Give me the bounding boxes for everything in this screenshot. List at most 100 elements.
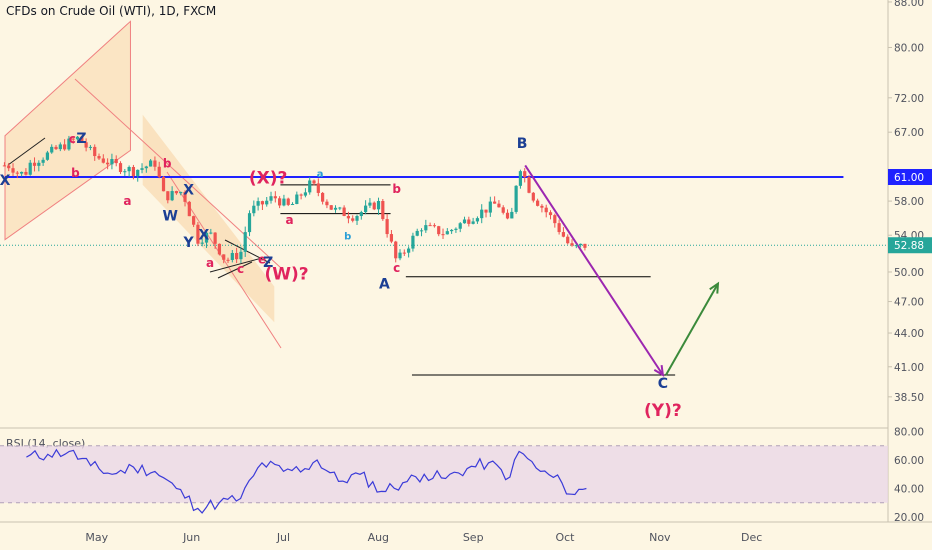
candle	[437, 225, 441, 237]
candle	[11, 163, 15, 177]
candle	[136, 169, 140, 182]
price-tick: 47.00	[894, 297, 924, 309]
candle	[402, 249, 406, 256]
candle	[505, 209, 510, 220]
purple-arrowhead	[653, 364, 665, 377]
candle	[118, 161, 123, 175]
upper-channel	[4, 20, 131, 241]
candle	[488, 196, 492, 217]
candle	[110, 153, 114, 170]
candle	[407, 246, 411, 258]
candle	[140, 163, 144, 174]
candle	[316, 178, 320, 197]
wave-label: b	[71, 166, 80, 180]
candle	[398, 249, 402, 261]
trendline-purple-projection	[524, 164, 664, 376]
candle	[570, 239, 574, 247]
wave-label: W	[163, 208, 178, 224]
candle	[303, 188, 308, 198]
candle	[321, 191, 325, 205]
candle	[462, 216, 467, 224]
wave-label: (Y)?	[644, 401, 682, 421]
candle	[329, 205, 333, 211]
candle	[523, 168, 527, 183]
rsi-tick: 40.00	[894, 484, 924, 496]
candle	[415, 228, 419, 237]
candle	[153, 156, 157, 171]
candle	[106, 158, 110, 170]
candle	[269, 191, 273, 204]
wave-label: A	[379, 277, 390, 293]
candle	[58, 142, 62, 152]
candle	[144, 165, 148, 173]
candle	[54, 144, 58, 150]
green-arrowhead	[709, 281, 720, 294]
candle	[376, 197, 381, 215]
candle	[351, 215, 355, 223]
candle	[174, 190, 179, 195]
wave-label: C	[658, 376, 668, 392]
candle	[45, 150, 50, 161]
candle	[15, 171, 19, 179]
candle	[265, 196, 269, 207]
candle	[28, 159, 32, 176]
candle	[161, 175, 166, 192]
candle	[32, 157, 37, 172]
wave-label: (X)?	[249, 168, 288, 188]
wave-line-small	[217, 261, 253, 279]
candle	[381, 198, 385, 221]
chart-title: CFDs on Crude Oil (WTI), 1D, FXCM	[6, 4, 217, 18]
candle	[230, 249, 234, 263]
candle	[411, 232, 415, 252]
candle	[467, 216, 471, 227]
time-tick: Oct	[555, 531, 575, 544]
candle	[97, 153, 101, 161]
candle	[338, 206, 342, 211]
candle	[157, 161, 161, 179]
wave-label: c	[393, 261, 400, 275]
candle	[80, 136, 84, 143]
candle	[84, 138, 88, 152]
candle	[166, 191, 170, 204]
candle	[544, 204, 548, 218]
candle	[187, 200, 191, 217]
price-tick: 58.00	[894, 196, 924, 208]
candle	[471, 217, 475, 225]
candle	[282, 194, 286, 207]
candle	[170, 186, 174, 202]
candle	[20, 171, 24, 177]
candle	[480, 204, 484, 224]
last-price-badge	[888, 237, 932, 254]
wave-line-left	[7, 137, 46, 166]
candle	[2, 162, 7, 167]
rsi-band	[0, 445, 888, 503]
candle	[93, 144, 97, 161]
wave-label: b	[163, 157, 172, 171]
candle	[514, 185, 518, 214]
candle	[192, 215, 196, 228]
wave-label: B	[517, 136, 528, 152]
candle	[450, 229, 454, 234]
candle	[256, 197, 260, 211]
candle	[308, 177, 312, 195]
candle	[333, 205, 338, 213]
candle	[432, 223, 437, 228]
rsi-tick: 80.00	[894, 427, 924, 439]
candle	[497, 200, 501, 208]
candle	[394, 240, 398, 263]
wave-label: a	[123, 194, 131, 208]
candle	[359, 210, 363, 220]
candle	[131, 164, 136, 180]
rsi-tick: 60.00	[894, 455, 924, 467]
price-tick: 38.50	[894, 392, 924, 404]
wave-label: X	[183, 183, 194, 199]
wave-label: c	[69, 132, 76, 146]
wave-label: a	[206, 256, 214, 270]
candle	[290, 202, 295, 206]
candle	[325, 199, 329, 209]
candle	[88, 145, 93, 151]
candle	[260, 200, 265, 210]
last-price-badge-label: 52.88	[894, 240, 924, 252]
